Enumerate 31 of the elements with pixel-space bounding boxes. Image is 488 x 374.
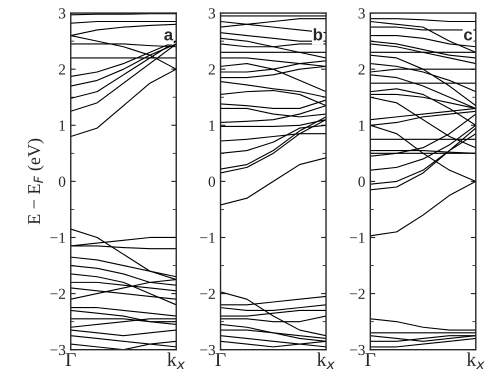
x-tick-label: Γ xyxy=(66,353,76,366)
y-tick-label: 3 xyxy=(58,8,66,19)
y-tick-label: 2 xyxy=(58,64,66,74)
y-tick-label: 0 xyxy=(358,176,365,187)
y-tick-label: 1 xyxy=(209,120,215,131)
y-tick-label: −3 xyxy=(200,344,216,356)
y-tick-label: 0 xyxy=(58,176,66,187)
x-tick-label: Γ xyxy=(365,353,376,366)
y-tick-label: 2 xyxy=(358,64,365,74)
y-tick-label: −2 xyxy=(200,288,215,299)
y-axis-title: E − E$_{F}$ (eV) xyxy=(27,138,44,224)
y-tick-label: −3 xyxy=(350,344,365,356)
x-tick-label: k$_{x}$ xyxy=(167,352,185,370)
y-tick-label: −2 xyxy=(350,288,365,299)
y-tick-label: −1 xyxy=(350,232,365,243)
annotation: c xyxy=(464,31,472,40)
x-tick-label: k$_{x}$ xyxy=(317,352,335,370)
y-tick-label: −3 xyxy=(50,344,66,356)
annotation: a xyxy=(164,31,174,40)
y-tick-label: 3 xyxy=(208,8,216,19)
y-tick-label: −1 xyxy=(200,232,215,243)
y-tick-label: 3 xyxy=(358,8,365,19)
y-tick-label: 1 xyxy=(359,120,365,131)
y-tick-label: 1 xyxy=(60,120,65,131)
y-tick-label: −1 xyxy=(50,232,65,243)
y-tick-label: 2 xyxy=(208,64,215,74)
x-tick-label: k$_{x}$ xyxy=(466,352,485,370)
y-tick-label: 0 xyxy=(208,176,216,187)
y-tick-label: −2 xyxy=(50,288,66,299)
annotation: b xyxy=(314,28,322,40)
x-tick-label: Γ xyxy=(215,353,226,366)
